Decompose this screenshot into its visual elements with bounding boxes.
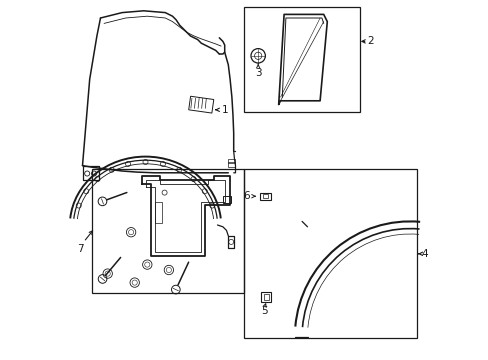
Bar [244, 169, 416, 338]
Bar [223, 196, 230, 203]
Bar [188, 96, 213, 113]
Text: 6: 6 [243, 191, 249, 201]
Text: 2: 2 [366, 36, 373, 46]
Bar [261, 292, 270, 302]
Bar [263, 294, 268, 300]
Bar [228, 159, 234, 163]
Text: 5: 5 [261, 306, 267, 316]
Text: 3: 3 [254, 68, 261, 78]
Bar [262, 194, 268, 198]
Text: 1: 1 [221, 105, 227, 115]
Bar [228, 162, 234, 167]
Text: 4: 4 [420, 249, 427, 259]
Text: 7: 7 [77, 244, 83, 254]
Bar [91, 169, 244, 293]
Bar [259, 193, 270, 200]
Bar [244, 7, 359, 112]
Bar [154, 202, 162, 223]
